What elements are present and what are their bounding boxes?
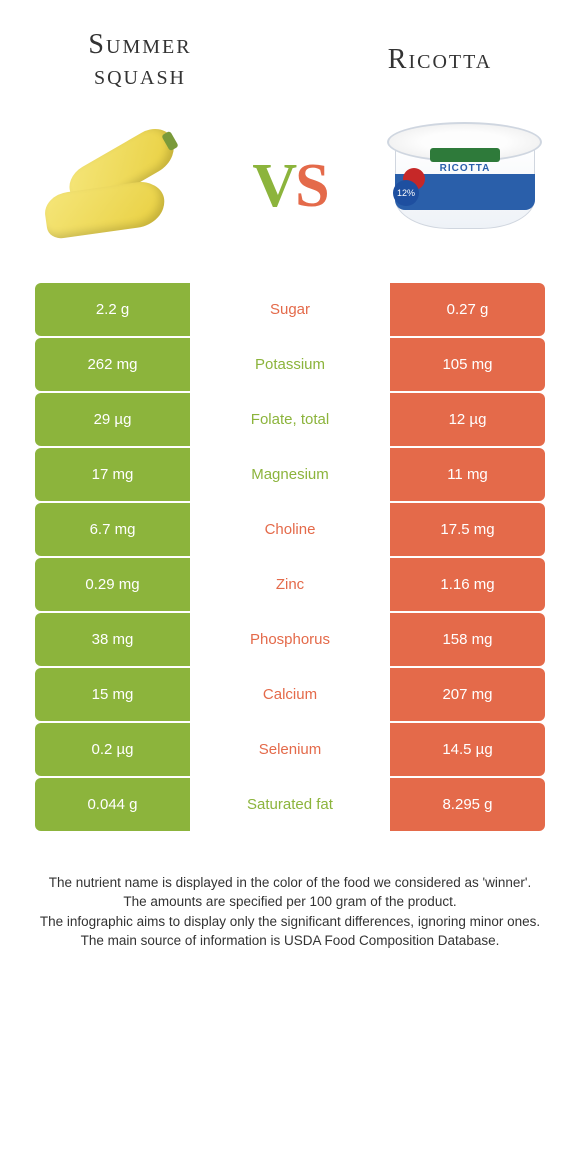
right-value: 11 mg <box>390 448 545 501</box>
nutrient-name: Folate, total <box>190 393 390 446</box>
left-value: 17 mg <box>35 448 190 501</box>
nutrient-name: Zinc <box>190 558 390 611</box>
right-food-image: RICOTTA 12% <box>380 117 550 257</box>
images-row: VS RICOTTA 12% <box>0 102 580 282</box>
right-value: 1.16 mg <box>390 558 545 611</box>
nutrient-name: Phosphorus <box>190 613 390 666</box>
vs-v: V <box>252 152 295 220</box>
nutrient-name: Selenium <box>190 723 390 776</box>
nutrient-table: 2.2 gSugar0.27 g262 mgPotassium105 mg29 … <box>35 282 545 833</box>
nutrient-name: Magnesium <box>190 448 390 501</box>
table-row: 0.29 mgZinc1.16 mg <box>35 558 545 613</box>
left-value: 2.2 g <box>35 283 190 336</box>
right-value: 207 mg <box>390 668 545 721</box>
footer-line: The infographic aims to display only the… <box>35 912 545 932</box>
left-value: 0.044 g <box>35 778 190 831</box>
table-row: 0.2 µgSelenium14.5 µg <box>35 723 545 778</box>
header: Summer squash Ricotta <box>0 0 580 102</box>
nutrient-name: Sugar <box>190 283 390 336</box>
left-value: 0.29 mg <box>35 558 190 611</box>
right-value: 0.27 g <box>390 283 545 336</box>
right-value: 12 µg <box>390 393 545 446</box>
table-row: 17 mgMagnesium11 mg <box>35 448 545 503</box>
left-value: 6.7 mg <box>35 503 190 556</box>
footer-notes: The nutrient name is displayed in the co… <box>35 873 545 951</box>
nutrient-name: Choline <box>190 503 390 556</box>
nutrient-name: Potassium <box>190 338 390 391</box>
right-food-title: Ricotta <box>340 45 540 76</box>
left-value: 15 mg <box>35 668 190 721</box>
left-value: 29 µg <box>35 393 190 446</box>
left-food-title: Summer squash <box>40 30 240 92</box>
table-row: 6.7 mgCholine17.5 mg <box>35 503 545 558</box>
squash-illustration <box>35 127 195 247</box>
table-row: 15 mgCalcium207 mg <box>35 668 545 723</box>
right-value: 105 mg <box>390 338 545 391</box>
left-value: 262 mg <box>35 338 190 391</box>
table-row: 38 mgPhosphorus158 mg <box>35 613 545 668</box>
right-value: 14.5 µg <box>390 723 545 776</box>
right-value: 8.295 g <box>390 778 545 831</box>
right-value: 17.5 mg <box>390 503 545 556</box>
left-value: 0.2 µg <box>35 723 190 776</box>
ricotta-illustration: RICOTTA 12% <box>385 122 545 252</box>
footer-line: The nutrient name is displayed in the co… <box>35 873 545 893</box>
footer-line: The amounts are specified per 100 gram o… <box>35 892 545 912</box>
vs-label: VS <box>252 151 327 222</box>
table-row: 0.044 gSaturated fat8.295 g <box>35 778 545 833</box>
right-value: 158 mg <box>390 613 545 666</box>
table-row: 262 mgPotassium105 mg <box>35 338 545 393</box>
footer-line: The main source of information is USDA F… <box>35 931 545 951</box>
vs-s: S <box>295 152 327 220</box>
left-food-image <box>30 117 200 257</box>
ricotta-pct: 12% <box>393 180 419 206</box>
table-row: 2.2 gSugar0.27 g <box>35 283 545 338</box>
nutrient-name: Calcium <box>190 668 390 721</box>
table-row: 29 µgFolate, total12 µg <box>35 393 545 448</box>
left-value: 38 mg <box>35 613 190 666</box>
nutrient-name: Saturated fat <box>190 778 390 831</box>
